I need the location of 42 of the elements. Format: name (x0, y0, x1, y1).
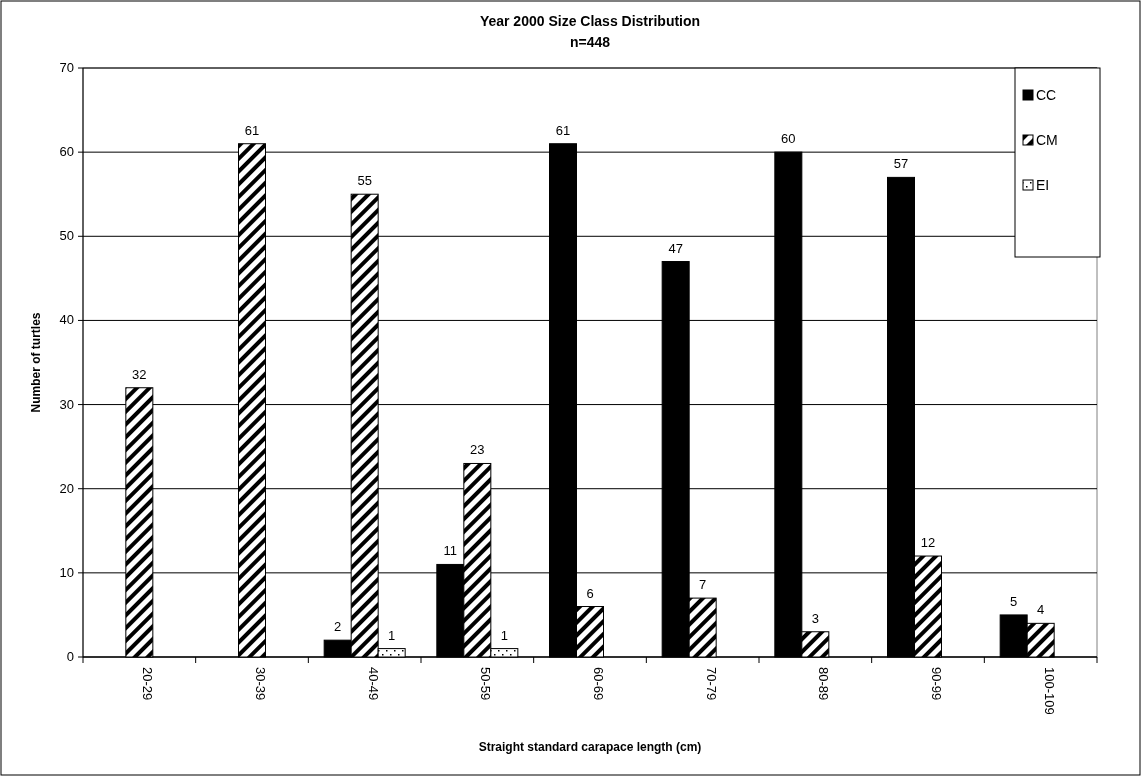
chart-title: Year 2000 Size Class Distribution (479, 13, 701, 29)
data-label: 2 (334, 619, 342, 635)
legend-label: EI (1036, 177, 1050, 193)
data-label: 7 (699, 577, 707, 593)
x-tick-label: 80-89 (816, 667, 832, 701)
y-tick-label: 20 (59, 480, 74, 496)
data-label: 61 (555, 122, 571, 138)
x-tick-label: 100-109 (1041, 667, 1057, 715)
data-label: 11 (443, 543, 458, 559)
y-axis-title: Number of turtles (29, 312, 43, 413)
x-axis-title: Straight standard carapace length (cm) (478, 740, 702, 754)
data-label: 57 (893, 156, 909, 172)
data-label: 23 (470, 442, 485, 458)
data-label: 60 (781, 131, 796, 147)
data-label: 47 (668, 240, 683, 256)
data-label: 32 (132, 366, 147, 382)
x-tick-label: 20-29 (140, 667, 156, 701)
chart-subtitle: n=448 (569, 34, 611, 50)
y-tick-label: 0 (66, 649, 74, 664)
legend-label: CM (1036, 132, 1058, 148)
data-label: 3 (811, 610, 819, 626)
data-label: 12 (920, 535, 936, 551)
x-tick-label: 50-59 (478, 667, 494, 701)
y-tick-label: 70 (59, 60, 74, 75)
x-tick-label: 60-69 (591, 667, 606, 701)
x-tick-label: 90-99 (929, 667, 944, 701)
data-label: 61 (244, 122, 260, 138)
data-label: 1 (500, 627, 508, 643)
x-tick-label: 30-39 (253, 667, 268, 701)
y-tick-label: 60 (59, 144, 74, 160)
data-label: 5 (1010, 593, 1018, 609)
y-tick-label: 10 (59, 564, 74, 580)
data-label: 4 (1037, 602, 1045, 618)
x-tick-label: 40-49 (365, 667, 381, 701)
y-tick-label: 40 (59, 312, 74, 328)
x-tick-label: 70-79 (703, 667, 719, 701)
data-label: 6 (586, 585, 594, 601)
data-label: 1 (388, 627, 396, 643)
data-label: 55 (357, 173, 372, 189)
legend-label: CC (1036, 87, 1057, 103)
y-tick-label: 30 (59, 396, 74, 412)
y-tick-label: 50 (59, 228, 74, 244)
